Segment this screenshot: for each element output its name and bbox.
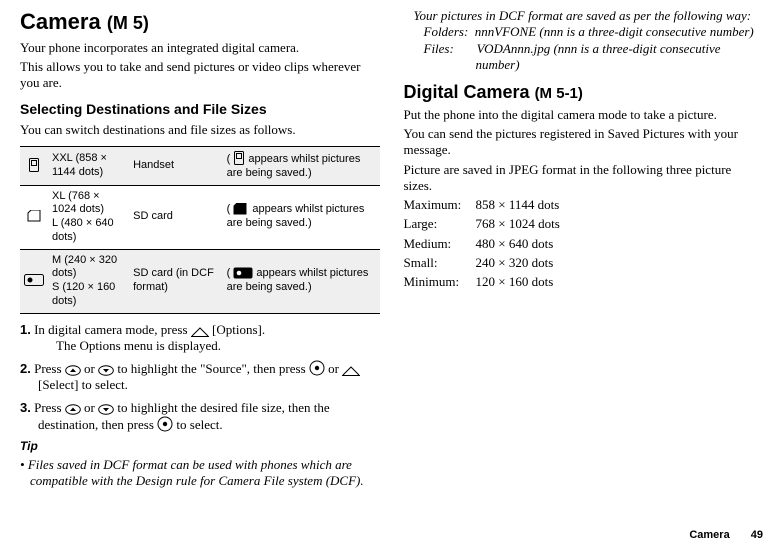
down-icon — [98, 361, 114, 376]
table-row: XL (768 × 1024 dots) L (480 × 640 dots) … — [20, 185, 380, 249]
cell-note: ( appears whilst pictures are being save… — [223, 147, 380, 186]
steps-list: 1. In digital camera mode, press [Option… — [20, 322, 380, 434]
center-icon — [309, 361, 325, 376]
footer-title: Camera — [689, 529, 729, 541]
page-footer: Camera 49 — [689, 529, 763, 543]
dim-row: Small:240 × 320 dots — [404, 255, 764, 271]
dcf-card-icon — [20, 249, 48, 313]
sd-card-filled-icon — [233, 203, 249, 215]
step-2: 2. Press or to highlight the "Source", t… — [20, 360, 380, 394]
dim-row: Large:768 × 1024 dots — [404, 216, 764, 232]
down-icon — [98, 400, 114, 415]
cell-sizes: XL (768 × 1024 dots) L (480 × 640 dots) — [48, 185, 129, 249]
footer-page: 49 — [751, 529, 763, 541]
sub-intro: You can switch destinations and file siz… — [20, 122, 380, 138]
handset-card-icon — [233, 153, 245, 165]
softkey-icon — [342, 361, 360, 376]
cell-sizes: XXL (858 × 1144 dots) — [48, 147, 129, 186]
cell-note: ( appears whilst pictures are being save… — [223, 185, 380, 249]
cell-dest: Handset — [129, 147, 223, 186]
dc-p1: Put the phone into the digital camera mo… — [404, 107, 764, 123]
step-1: 1. In digital camera mode, press [Option… — [20, 322, 380, 355]
sub-heading: Selecting Destinations and File Sizes — [20, 101, 380, 119]
title-menu: (M 5) — [107, 13, 149, 33]
center-icon — [157, 417, 173, 432]
cell-dest: SD card — [129, 185, 223, 249]
handset-card-icon — [20, 147, 48, 186]
cell-sizes: M (240 × 320 dots) S (120 × 160 dots) — [48, 249, 129, 313]
softkey-icon — [191, 322, 209, 337]
size-table: XXL (858 × 1144 dots) Handset ( appears … — [20, 146, 380, 314]
table-row: XXL (858 × 1144 dots) Handset ( appears … — [20, 147, 380, 186]
dim-row: Medium:480 × 640 dots — [404, 236, 764, 252]
dim-row: Maximum:858 × 1144 dots — [404, 197, 764, 213]
cell-dest: SD card (in DCF format) — [129, 249, 223, 313]
intro-1: Your phone incorporates an integrated di… — [20, 40, 380, 56]
digital-camera-heading: Digital Camera (M 5-1) — [404, 81, 764, 104]
sd-card-icon — [20, 185, 48, 249]
intro-2: This allows you to take and send picture… — [20, 59, 380, 92]
dcf-card-filled-icon — [233, 267, 253, 279]
dim-row: Minimum:120 × 160 dots — [404, 274, 764, 290]
tip-folders: Folders: nnnVFONE (nnn is a three-digit … — [414, 24, 764, 40]
table-row: M (240 × 320 dots) S (120 × 160 dots) SD… — [20, 249, 380, 313]
cell-note: ( appears whilst pictures are being save… — [223, 249, 380, 313]
step-3: 3. Press or to highlight the desired fil… — [20, 400, 380, 434]
tip-heading: Tip — [20, 439, 380, 454]
title-text: Camera — [20, 9, 101, 34]
page-title: Camera (M 5) — [20, 8, 380, 36]
up-icon — [65, 361, 81, 376]
up-icon — [65, 400, 81, 415]
tip-files: Files: VODAnnn.jpg (nnn is a three-digit… — [414, 41, 764, 74]
dc-p2: You can send the pictures registered in … — [404, 126, 764, 159]
dc-p3: Picture are saved in JPEG format in the … — [404, 162, 764, 195]
